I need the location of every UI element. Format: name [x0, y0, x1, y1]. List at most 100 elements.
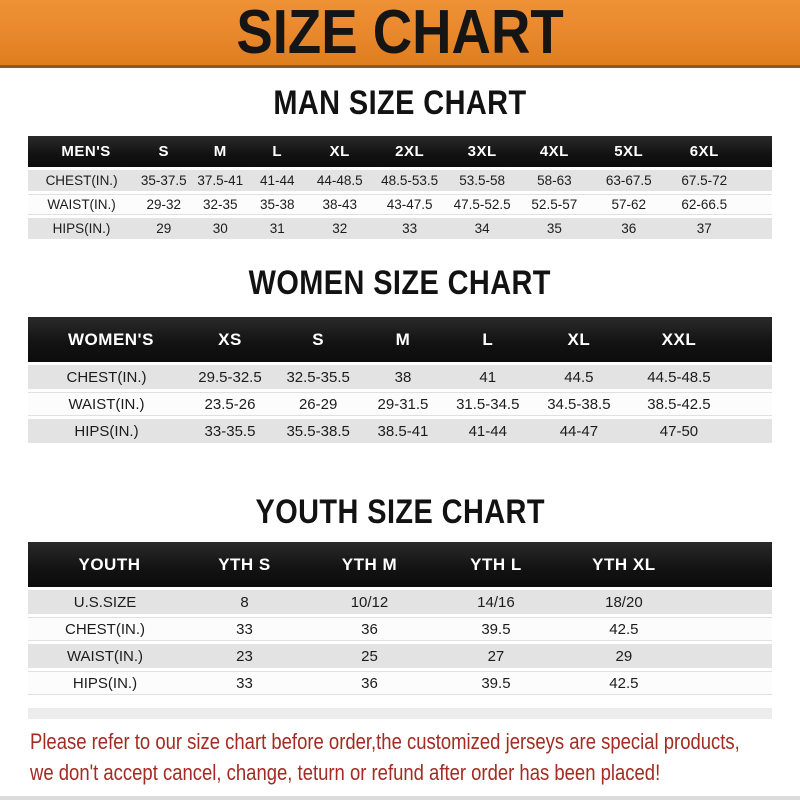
youth-corner-label: YOUTH: [28, 542, 182, 587]
spacer-cell: [687, 644, 772, 668]
men-size-header: XL: [306, 136, 374, 167]
youth-chest-row: CHEST(IN.) 33 36 39.5 42.5: [28, 617, 772, 641]
men-size-header: 5XL: [590, 136, 668, 167]
spacer-cell: [741, 218, 772, 239]
table-bottom-strip: [28, 708, 772, 719]
women-size-value: 47-50: [626, 419, 732, 443]
women-size-value: 38.5-42.5: [626, 392, 732, 416]
youth-size-header: YTH S: [182, 542, 307, 587]
men-size-value: 37.5-41: [192, 170, 249, 191]
women-size-value: 35.5-38.5: [275, 419, 362, 443]
women-row-label: WAIST(IN.): [28, 392, 185, 416]
men-size-value: 31: [248, 218, 307, 239]
women-size-value: 29.5-32.5: [184, 365, 275, 389]
men-row-label: WAIST(IN.): [28, 194, 136, 215]
youth-size-header: YTH XL: [559, 542, 688, 587]
youth-size-table: YOUTH YTH S YTH M YTH L YTH XL U.S.SIZE …: [28, 539, 772, 698]
women-size-value: 38.5-41: [361, 419, 445, 443]
youth-size-value: 10/12: [306, 590, 432, 614]
spacer-cell: [687, 542, 772, 587]
disclaimer-line-2: we don't accept cancel, change, teturn o…: [30, 760, 661, 785]
women-size-value: 44-47: [530, 419, 627, 443]
women-size-header: XXL: [626, 317, 732, 362]
men-size-value: 34: [446, 218, 519, 239]
men-size-value: 62-66.5: [667, 194, 742, 215]
men-size-header: L: [248, 136, 307, 167]
men-size-header: 2XL: [373, 136, 447, 167]
men-chest-row: CHEST(IN.) 35-37.5 37.5-41 41-44 44-48.5…: [28, 170, 772, 191]
men-size-value: 32: [306, 218, 374, 239]
men-row-label: HIPS(IN.): [28, 218, 136, 239]
youth-row-label: WAIST(IN.): [28, 644, 182, 668]
spacer-cell: [687, 671, 772, 695]
men-size-value: 35-38: [248, 194, 307, 215]
banner-title: SIZE CHART: [236, 0, 564, 67]
women-row-label: CHEST(IN.): [28, 365, 185, 389]
youth-size-value: 18/20: [559, 590, 688, 614]
men-size-value: 35-37.5: [135, 170, 193, 191]
women-size-value: 44.5: [530, 365, 627, 389]
men-size-value: 37: [667, 218, 742, 239]
youth-size-value: 27: [431, 644, 560, 668]
spacer-cell: [731, 392, 772, 416]
youth-row-label: U.S.SIZE: [28, 590, 182, 614]
women-row-label: HIPS(IN.): [28, 419, 185, 443]
men-size-value: 33: [373, 218, 447, 239]
women-size-header: XS: [184, 317, 275, 362]
women-header-row: WOMEN'S XS S M L XL XXL: [28, 317, 772, 362]
banner: SIZE CHART: [0, 0, 800, 68]
men-size-value: 47.5-52.5: [446, 194, 519, 215]
women-waist-row: WAIST(IN.) 23.5-26 26-29 29-31.5 31.5-34…: [28, 392, 772, 416]
youth-size-value: 36: [306, 617, 432, 641]
spacer-cell: [731, 365, 772, 389]
women-corner-label: WOMEN'S: [28, 317, 185, 362]
youth-size-value: 42.5: [559, 671, 688, 695]
women-heading-wrap: WOMEN SIZE CHART: [0, 242, 800, 301]
youth-hips-row: HIPS(IN.) 33 36 39.5 42.5: [28, 671, 772, 695]
men-size-value: 41-44: [248, 170, 307, 191]
women-section-heading: WOMEN SIZE CHART: [248, 264, 552, 302]
men-heading-wrap: MAN SIZE CHART: [0, 68, 800, 121]
men-size-header: 3XL: [446, 136, 519, 167]
women-size-value: 38: [361, 365, 445, 389]
men-header-row: MEN'S S M L XL 2XL 3XL 4XL 5XL 6XL: [28, 136, 772, 167]
men-size-value: 53.5-58: [446, 170, 519, 191]
youth-ussize-row: U.S.SIZE 8 10/12 14/16 18/20: [28, 590, 772, 614]
spacer-cell: [687, 590, 772, 614]
youth-heading-wrap: YOUTH SIZE CHART: [0, 446, 800, 530]
spacer-cell: [687, 617, 772, 641]
youth-size-value: 33: [182, 671, 307, 695]
youth-size-value: 29: [559, 644, 688, 668]
men-size-header: 4XL: [518, 136, 591, 167]
men-hips-row: HIPS(IN.) 29 30 31 32 33 34 35 36 37: [28, 218, 772, 239]
men-size-table: MEN'S S M L XL 2XL 3XL 4XL 5XL 6XL CHEST…: [28, 133, 772, 242]
youth-size-value: 33: [182, 617, 307, 641]
youth-size-header: YTH M: [306, 542, 432, 587]
spacer-cell: [741, 194, 772, 215]
youth-size-value: 8: [182, 590, 307, 614]
youth-section-heading: YOUTH SIZE CHART: [255, 493, 545, 531]
youth-waist-row: WAIST(IN.) 23 25 27 29: [28, 644, 772, 668]
youth-size-value: 39.5: [431, 617, 560, 641]
women-size-value: 41-44: [444, 419, 531, 443]
youth-header-row: YOUTH YTH S YTH M YTH L YTH XL: [28, 542, 772, 587]
spacer-cell: [731, 419, 772, 443]
women-size-value: 41: [444, 365, 531, 389]
disclaimer-note: Please refer to our size chart before or…: [0, 719, 800, 788]
women-size-value: 26-29: [275, 392, 362, 416]
men-size-value: 43-47.5: [373, 194, 447, 215]
women-size-value: 31.5-34.5: [444, 392, 531, 416]
men-size-value: 38-43: [306, 194, 374, 215]
men-size-value: 52.5-57: [518, 194, 591, 215]
men-size-value: 57-62: [590, 194, 668, 215]
women-size-header: M: [361, 317, 445, 362]
women-size-value: 23.5-26: [184, 392, 275, 416]
youth-row-label: HIPS(IN.): [28, 671, 182, 695]
men-corner-label: MEN'S: [28, 136, 136, 167]
men-size-value: 29: [135, 218, 193, 239]
youth-row-label: CHEST(IN.): [28, 617, 182, 641]
women-size-value: 34.5-38.5: [530, 392, 627, 416]
youth-size-value: 36: [306, 671, 432, 695]
women-size-value: 44.5-48.5: [626, 365, 732, 389]
men-waist-row: WAIST(IN.) 29-32 32-35 35-38 38-43 43-47…: [28, 194, 772, 215]
